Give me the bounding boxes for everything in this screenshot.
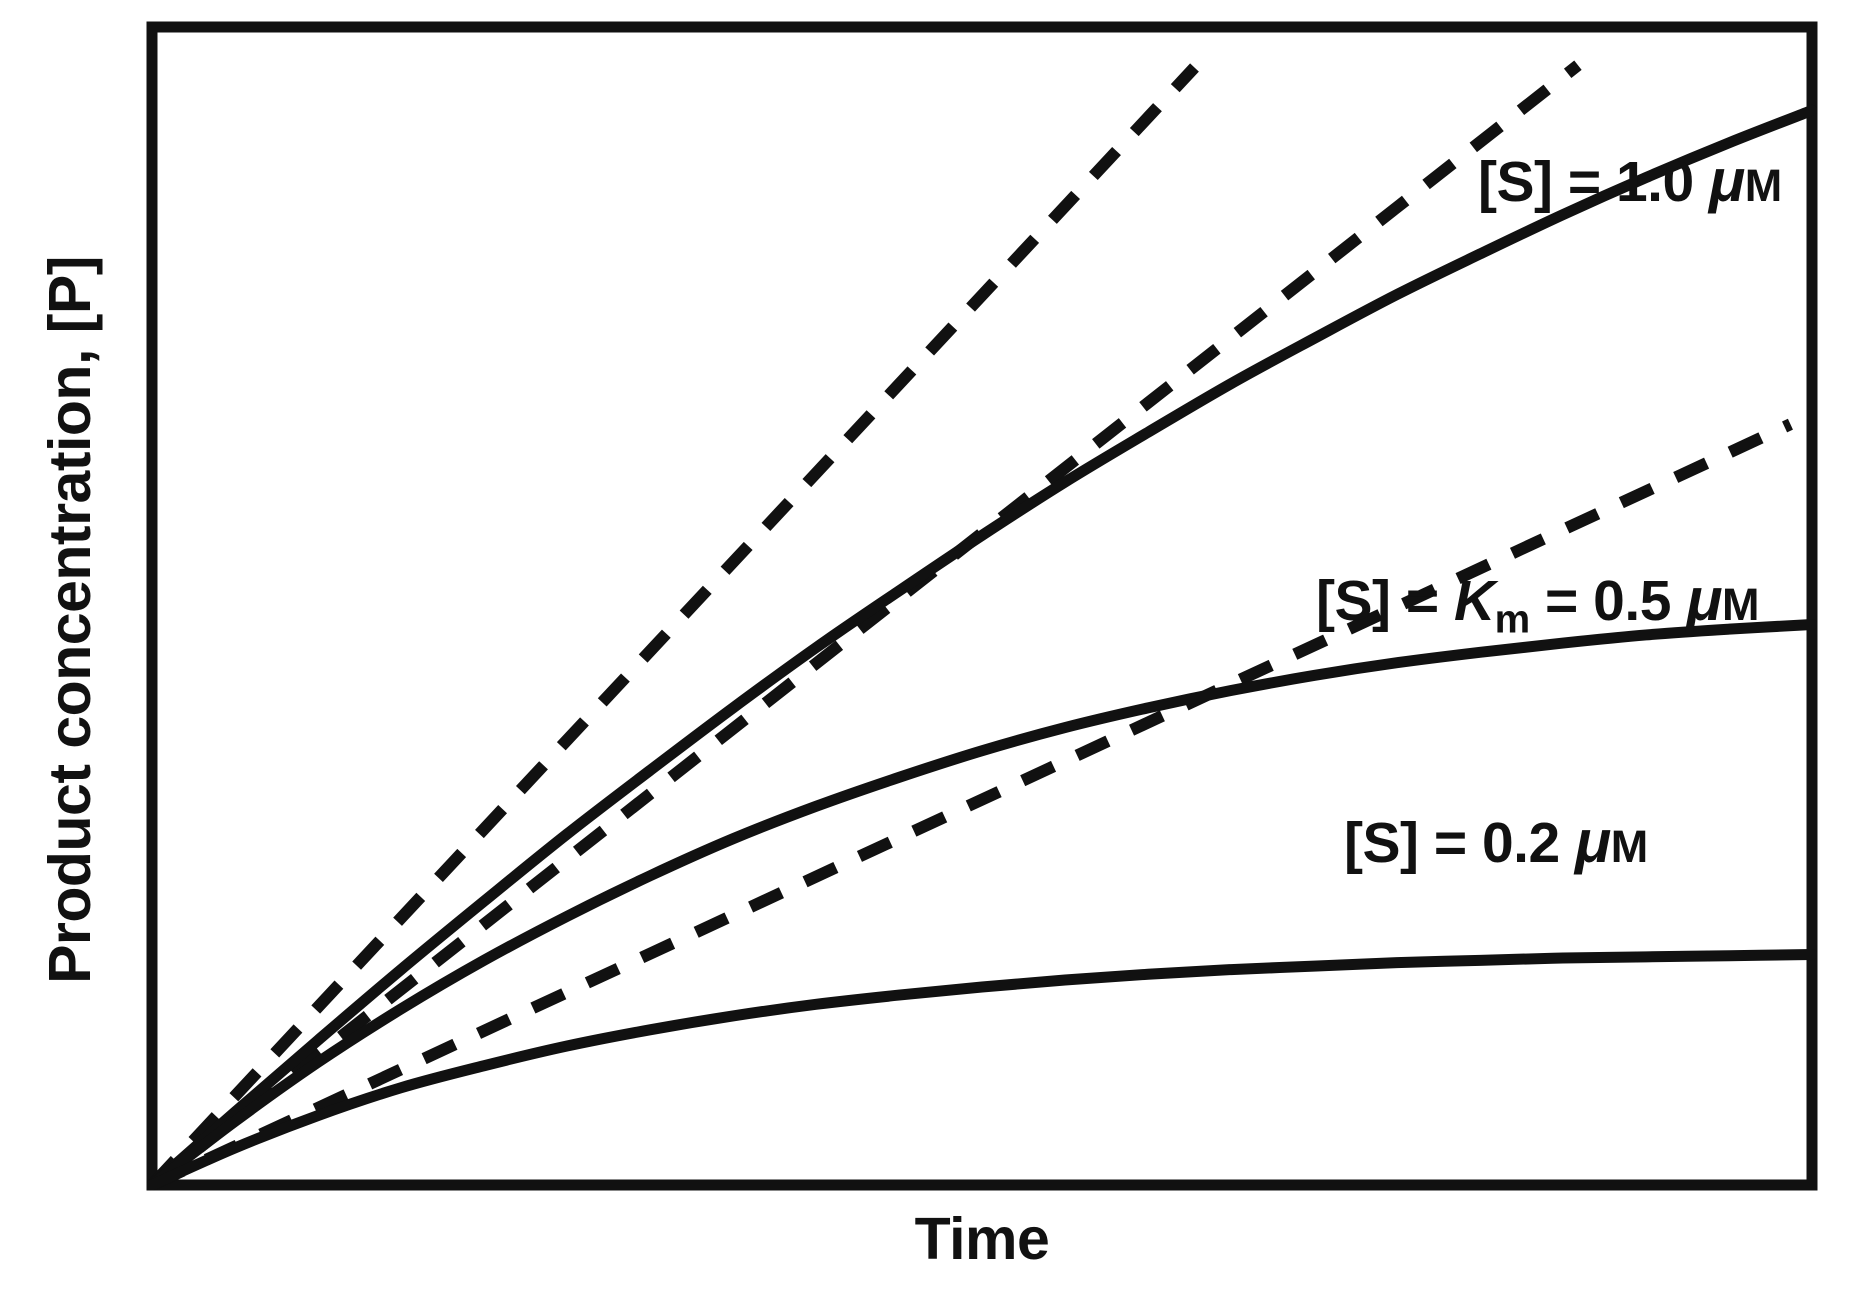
label-high-prefix: [S] = 1.0: [1478, 150, 1710, 214]
label-low-prefix: [S] = 0.2: [1344, 811, 1576, 875]
tangent-lines-group: [147, 60, 1793, 1191]
curve-substrate-0-2: [146, 949, 1818, 1191]
tangent-line-low: [149, 418, 1793, 1191]
tangent-line-high: [147, 63, 1199, 1190]
label-km-mu: μ: [1686, 566, 1722, 633]
label-km-prefix: [S] =: [1316, 569, 1454, 633]
label-low-unit: M: [1610, 821, 1649, 872]
label-high-unit: M: [1744, 160, 1783, 211]
curve-label-low: [S] = 0.2 μM: [1344, 812, 1648, 872]
label-km-k-symbol: K: [1453, 569, 1495, 633]
label-high-mu: μ: [1709, 147, 1745, 214]
label-km-subscript: m: [1494, 597, 1531, 642]
label-km-unit: M: [1721, 579, 1760, 630]
tangent-line-km: [148, 60, 1582, 1190]
label-low-mu: μ: [1575, 808, 1611, 875]
curve-substrate-1-0: [146, 104, 1818, 1191]
curve-substrate-km-0-5: [146, 619, 1818, 1191]
curve-label-km: [S] = Km = 0.5 μM: [1316, 569, 1760, 642]
label-km-middle: = 0.5: [1529, 569, 1687, 633]
progress-curves-group: [146, 104, 1818, 1191]
axis-frame: [146, 21, 1818, 1191]
x-axis-title: Time: [914, 1206, 1050, 1272]
curve-label-high: [S] = 1.0 μM: [1478, 151, 1782, 211]
